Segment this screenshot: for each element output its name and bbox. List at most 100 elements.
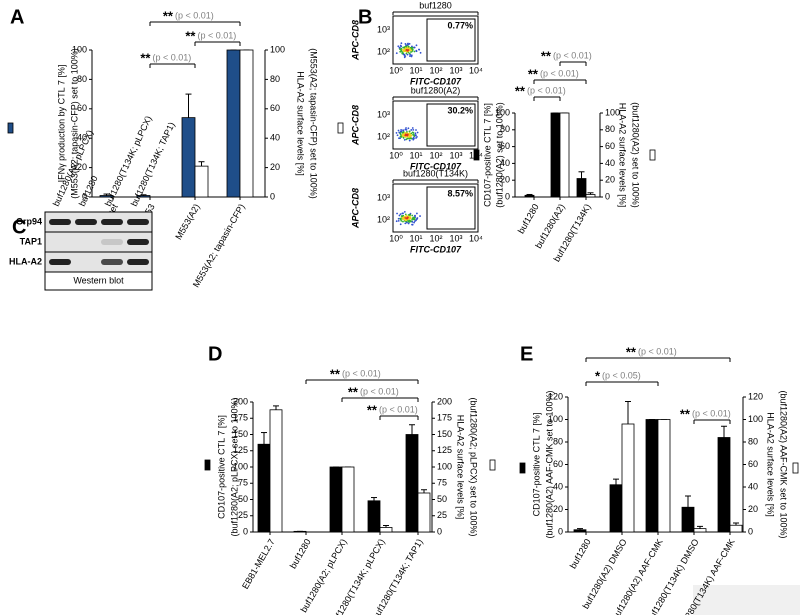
flow-dot [400, 45, 403, 48]
y2-tick-label: 75 [437, 478, 447, 488]
flow-dot [410, 55, 413, 58]
row-label: HLA-A2 [9, 256, 42, 266]
y2-tick-label: 60 [605, 141, 615, 151]
blot-band [49, 219, 71, 225]
flow-dot [416, 212, 418, 215]
blot-footer [44, 271, 153, 291]
corner-box [693, 585, 800, 615]
flow-x-tick: 10⁴ [469, 65, 483, 75]
blot-band [101, 259, 123, 265]
flow-dot [402, 218, 404, 221]
y2-tick-label: 120 [748, 391, 763, 401]
flow-dot [413, 50, 416, 53]
y-tick-label: 40 [77, 133, 87, 143]
bar [239, 49, 254, 198]
flow-dot [399, 132, 402, 134]
y-tick-label: 20 [77, 162, 87, 172]
flow-dot [415, 50, 418, 53]
x-tick-label: buf1280 [516, 202, 541, 235]
flow-dot [416, 136, 418, 138]
significance-stars: ** [515, 83, 526, 98]
bar [645, 419, 659, 533]
flow-dot [416, 131, 419, 134]
y2-tick-label: 100 [437, 461, 452, 471]
blot-band [75, 219, 97, 225]
y2-axis-label: (M553(A2; tapasin-CFP) set to 100%) [309, 48, 319, 199]
gate-label: 30.2% [447, 105, 473, 115]
flow-y-label: APC-CD8 [350, 105, 360, 146]
flow-dot [418, 48, 420, 51]
y2-tick-label: 0 [270, 191, 275, 201]
y-tick-label: 20 [500, 175, 510, 185]
flow-dot [411, 220, 414, 223]
bar [585, 194, 596, 198]
blot-band [127, 259, 149, 265]
bar [181, 117, 196, 198]
y-tick-label: 100 [495, 107, 510, 117]
flow-dot [411, 127, 414, 129]
y-axis-label: (buf1280(A2; pLPCX) set to 100%) [229, 397, 239, 536]
y-tick-label: 100 [548, 414, 563, 424]
flow-dot [395, 52, 398, 55]
flow-dot [403, 56, 406, 59]
flow-dot [412, 138, 415, 141]
flow-x-label: FITC-CD107 [410, 244, 462, 254]
significance-stars: * [595, 368, 601, 383]
y-axis-label: CD107-positive CTL 7 [%] [482, 103, 492, 207]
legend-swatch [337, 122, 344, 134]
blot-band [127, 219, 149, 225]
flow-dot [409, 135, 412, 138]
flow-dot [407, 216, 409, 219]
bar [573, 529, 587, 533]
y2-tick-label: 80 [270, 74, 280, 84]
flow-dot [404, 42, 407, 45]
flow-dot [405, 138, 408, 141]
legend-swatch [649, 149, 656, 161]
flow-y-tick: 10² [377, 214, 390, 224]
legend-swatch [473, 149, 480, 161]
flow-dot [402, 212, 404, 215]
panel-letter: E [520, 343, 533, 365]
y-tick-label: 80 [77, 74, 87, 84]
bar [524, 194, 535, 198]
y2-tick-label: 175 [437, 413, 452, 423]
flow-dot [400, 42, 403, 45]
y2-tick-label: 60 [270, 103, 280, 113]
flow-x-tick: 10³ [449, 150, 462, 160]
y-tick-label: 60 [500, 141, 510, 151]
bar [226, 49, 241, 198]
bar [257, 443, 271, 533]
row-label: TAP1 [20, 236, 42, 246]
flow-dot [400, 136, 403, 138]
flow-x-tick: 10⁰ [389, 150, 403, 160]
flow-dot [411, 48, 414, 51]
flow-dot [397, 45, 400, 48]
y2-tick-label: 20 [605, 175, 615, 185]
flow-y-label: APC-CD8 [350, 20, 360, 61]
bar [405, 434, 419, 533]
y-tick-label: 50 [238, 494, 248, 504]
flow-dot [406, 53, 409, 56]
flow-dot [401, 215, 404, 217]
gate-label: 8.57% [447, 188, 473, 198]
flow-dot [413, 217, 416, 219]
flow-gate [426, 186, 476, 230]
y-tick-label: 125 [233, 445, 248, 455]
bar [729, 524, 743, 533]
flow-x-label: FITC-CD107 [410, 161, 462, 171]
flow-dot [407, 219, 409, 222]
flow-title: buf1280(T134K) [403, 168, 468, 178]
flow-x-tick: 10¹ [409, 233, 422, 243]
lane-label: buf1280 [77, 174, 100, 208]
bar [367, 500, 381, 533]
flow-dot [406, 43, 409, 45]
flow-dot [406, 132, 408, 134]
p-value: (p < 0.01) [638, 346, 677, 356]
y-axis-label: CD107-positive CTL 7 [%] [216, 415, 226, 519]
panel-letter: B [358, 6, 372, 28]
legend-swatch [792, 462, 799, 474]
flow-dot [402, 220, 404, 223]
bar [550, 112, 561, 198]
flow-dot [411, 223, 413, 226]
bar [576, 178, 587, 198]
